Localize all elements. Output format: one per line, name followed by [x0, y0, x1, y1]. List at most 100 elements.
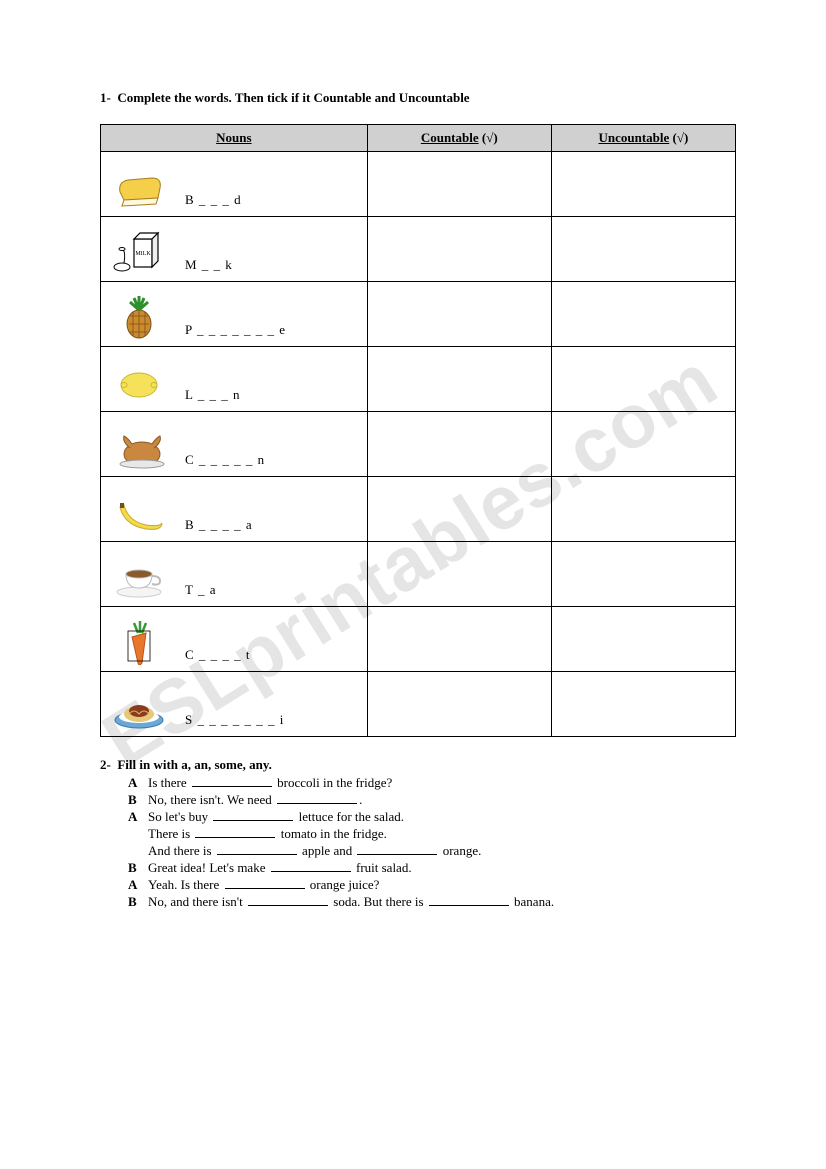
fill-blank[interactable] — [192, 775, 272, 787]
noun-cell: B _ _ _ _ a — [101, 477, 368, 542]
milk-icon: MILK — [109, 229, 169, 275]
q2-text: Fill in with a, an, some, any. — [117, 757, 272, 772]
fill-blank[interactable] — [429, 894, 509, 906]
dialog-text: Great idea! Let's make fruit salad. — [148, 860, 412, 876]
nouns-table: Nouns Countable (√) Uncountable (√) B _ … — [100, 124, 736, 737]
speaker-label: A — [128, 877, 148, 893]
dialog-text-part: fruit salad. — [353, 860, 412, 875]
question-1-title: 1- Complete the words. Then tick if it C… — [120, 90, 736, 106]
dialog-text-part: tomato in the fridge. — [277, 826, 386, 841]
countable-cell[interactable] — [367, 412, 551, 477]
question-2: 2- Fill in with a, an, some, any. AIs th… — [120, 757, 736, 910]
dialog-line: BNo, and there isn't soda. But there is … — [128, 894, 736, 910]
lemon-icon — [109, 359, 169, 405]
table-header-row: Nouns Countable (√) Uncountable (√) — [101, 125, 736, 152]
dialog-text-part: And there is — [148, 843, 215, 858]
fill-blank[interactable] — [225, 877, 305, 889]
dialog-text-part: No, and there isn't — [148, 894, 246, 909]
noun-cell: C _ _ _ _ t — [101, 607, 368, 672]
dialog-text-part: apple and — [299, 843, 356, 858]
countable-cell[interactable] — [367, 282, 551, 347]
q1-number: 1- — [100, 90, 111, 105]
uncountable-cell[interactable] — [551, 347, 735, 412]
word-blank[interactable]: L _ _ _ n — [185, 387, 240, 405]
header-countable: Countable (√) — [367, 125, 551, 152]
word-blank[interactable]: B _ _ _ _ a — [185, 517, 253, 535]
q2-number: 2- — [100, 757, 111, 772]
speaker-label — [128, 843, 148, 859]
table-row: S _ _ _ _ _ _ _ i — [101, 672, 736, 737]
uncountable-cell[interactable] — [551, 542, 735, 607]
pineapple-icon — [109, 294, 169, 340]
countable-cell[interactable] — [367, 607, 551, 672]
speaker-label — [128, 826, 148, 842]
dialog-text-part: There is — [148, 826, 193, 841]
svg-text:MILK: MILK — [135, 251, 151, 257]
word-blank[interactable]: S _ _ _ _ _ _ _ i — [185, 712, 284, 730]
countable-cell[interactable] — [367, 152, 551, 217]
table-row: MILK M _ _ k — [101, 217, 736, 282]
dialog-line: And there is apple and orange. — [128, 843, 736, 859]
uncountable-cell[interactable] — [551, 152, 735, 217]
dialog-text: And there is apple and orange. — [148, 843, 481, 859]
header-uncountable: Uncountable (√) — [551, 125, 735, 152]
countable-cell[interactable] — [367, 542, 551, 607]
chicken-icon — [109, 424, 169, 470]
spaghetti-icon — [109, 684, 169, 730]
fill-blank[interactable] — [213, 809, 293, 821]
dialog-line: There is tomato in the fridge. — [128, 826, 736, 842]
uncountable-cell[interactable] — [551, 217, 735, 282]
carrot-icon — [109, 619, 169, 665]
noun-cell: L _ _ _ n — [101, 347, 368, 412]
countable-cell[interactable] — [367, 672, 551, 737]
fill-blank[interactable] — [217, 843, 297, 855]
page: 1- Complete the words. Then tick if it C… — [0, 0, 826, 951]
dialog-text-part: soda. But there is — [330, 894, 427, 909]
dialog-line: AYeah. Is there orange juice? — [128, 877, 736, 893]
table-row: P _ _ _ _ _ _ _ e — [101, 282, 736, 347]
dialog-text: There is tomato in the fridge. — [148, 826, 387, 842]
table-row: B _ _ _ d — [101, 152, 736, 217]
noun-cell: MILK M _ _ k — [101, 217, 368, 282]
countable-cell[interactable] — [367, 347, 551, 412]
word-blank[interactable]: B _ _ _ d — [185, 192, 242, 210]
noun-cell: T _ a — [101, 542, 368, 607]
dialog-line: BNo, there isn't. We need . — [128, 792, 736, 808]
dialog-text-part: lettuce for the salad. — [295, 809, 404, 824]
dialog-text-part: Is there — [148, 775, 190, 790]
uncountable-cell[interactable] — [551, 672, 735, 737]
fill-blank[interactable] — [195, 826, 275, 838]
bread-icon — [109, 164, 169, 210]
table-row: B _ _ _ _ a — [101, 477, 736, 542]
uncountable-cell[interactable] — [551, 282, 735, 347]
uncountable-cell[interactable] — [551, 607, 735, 672]
noun-cell: S _ _ _ _ _ _ _ i — [101, 672, 368, 737]
dialog-line: BGreat idea! Let's make fruit salad. — [128, 860, 736, 876]
dialog-text-part: orange juice? — [307, 877, 380, 892]
uncountable-cell[interactable] — [551, 412, 735, 477]
countable-cell[interactable] — [367, 477, 551, 542]
word-blank[interactable]: C _ _ _ _ _ n — [185, 452, 265, 470]
fill-blank[interactable] — [248, 894, 328, 906]
dialog-text-part: Yeah. Is there — [148, 877, 223, 892]
dialog-text-part: So let's buy — [148, 809, 211, 824]
word-blank[interactable]: T _ a — [185, 582, 216, 600]
word-blank[interactable]: P _ _ _ _ _ _ _ e — [185, 322, 286, 340]
speaker-label: A — [128, 775, 148, 791]
header-nouns: Nouns — [101, 125, 368, 152]
dialog-text: Yeah. Is there orange juice? — [148, 877, 379, 893]
table-row: C _ _ _ _ _ n — [101, 412, 736, 477]
banana-icon — [109, 489, 169, 535]
fill-blank[interactable] — [357, 843, 437, 855]
countable-cell[interactable] — [367, 217, 551, 282]
fill-blank[interactable] — [277, 792, 357, 804]
noun-cell: P _ _ _ _ _ _ _ e — [101, 282, 368, 347]
tea-icon — [109, 554, 169, 600]
uncountable-cell[interactable] — [551, 477, 735, 542]
word-blank[interactable]: M _ _ k — [185, 257, 233, 275]
word-blank[interactable]: C _ _ _ _ t — [185, 647, 251, 665]
dialog-text-part: orange. — [439, 843, 481, 858]
fill-blank[interactable] — [271, 860, 351, 872]
question-2-title: 2- Fill in with a, an, some, any. — [120, 757, 736, 773]
dialog: AIs there broccoli in the fridge?BNo, th… — [128, 775, 736, 910]
